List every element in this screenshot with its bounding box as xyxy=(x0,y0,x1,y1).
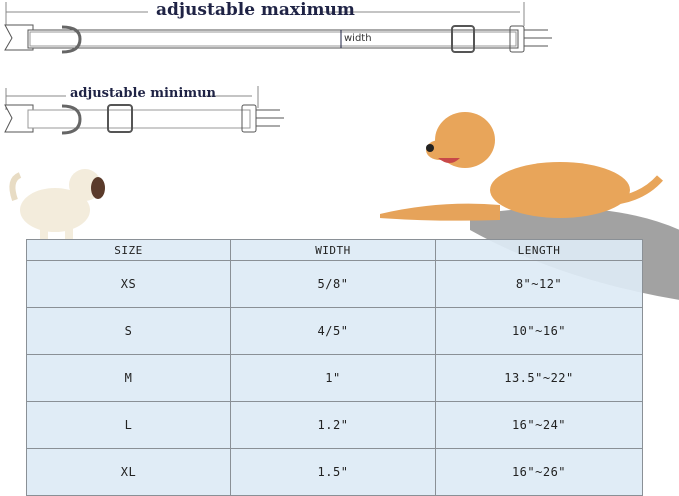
size-cell: S xyxy=(26,307,231,355)
length-cell: 16"~24" xyxy=(435,401,643,449)
table-row: XL 1.5" 16"~26" xyxy=(26,448,643,496)
width-label: width xyxy=(344,33,372,44)
length-cell: 16"~26" xyxy=(435,448,643,496)
length-cell: 13.5"~22" xyxy=(435,354,643,402)
size-cell: XS xyxy=(26,260,231,308)
width-cell: 5/8" xyxy=(230,260,436,308)
size-chart-table: SIZE WIDTH LENGTH XS 5/8" 8"~12" S 4/5" … xyxy=(26,239,643,496)
width-cell: 4/5" xyxy=(230,307,436,355)
header-length: LENGTH xyxy=(435,239,643,261)
size-cell: XL xyxy=(26,448,231,496)
table-row: S 4/5" 10"~16" xyxy=(26,307,643,355)
length-cell: 10"~16" xyxy=(435,307,643,355)
header-size: SIZE xyxy=(26,239,231,261)
size-cell: L xyxy=(26,401,231,449)
collar-max-illustration xyxy=(4,2,552,54)
width-cell: 1.5" xyxy=(230,448,436,496)
length-cell: 8"~12" xyxy=(435,260,643,308)
width-cell: 1" xyxy=(230,354,436,402)
adjustable-maximum-label: adjustable maximum xyxy=(156,0,355,20)
collar-min-illustration xyxy=(4,86,284,135)
small-dog-illustration xyxy=(9,169,105,240)
table-row: M 1" 13.5"~22" xyxy=(26,354,643,402)
width-cell: 1.2" xyxy=(230,401,436,449)
table-header-row: SIZE WIDTH LENGTH xyxy=(26,239,643,261)
table-row: L 1.2" 16"~24" xyxy=(26,401,643,449)
header-width: WIDTH xyxy=(230,239,436,261)
size-cell: M xyxy=(26,354,231,402)
adjustable-minimum-label: adjustable minimun xyxy=(70,86,216,101)
table-row: XS 5/8" 8"~12" xyxy=(26,260,643,308)
